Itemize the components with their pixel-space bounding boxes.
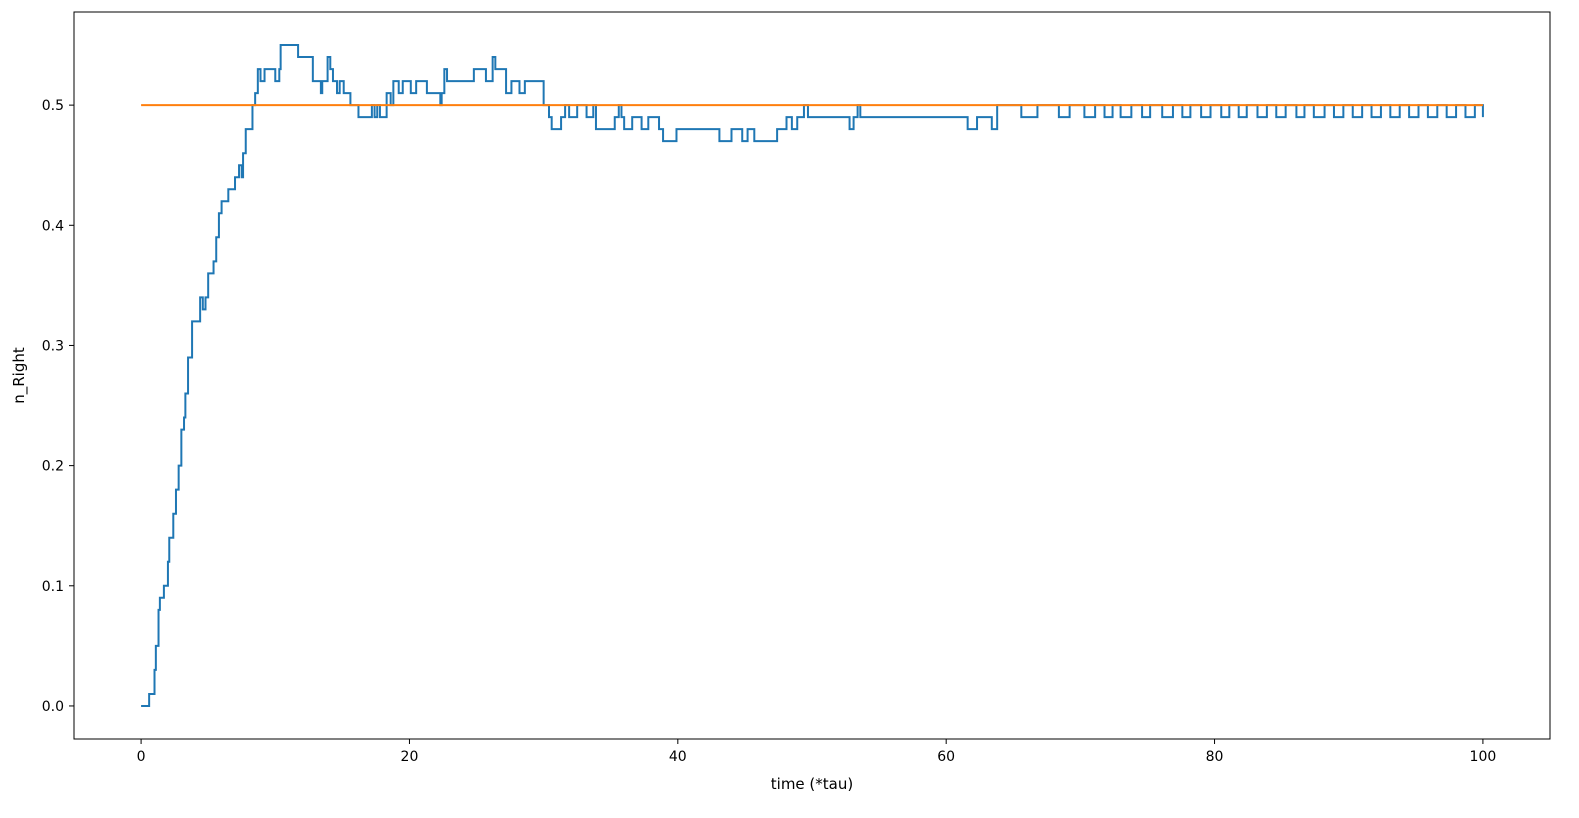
x-tick-label: 60	[937, 749, 955, 765]
x-tick-label: 0	[137, 749, 146, 765]
plot-frame	[73, 11, 1551, 740]
x-axis-label: time (*tau)	[771, 775, 853, 793]
x-tick-label: 80	[1206, 749, 1224, 765]
x-axis-ticks: 0 20 40 60 80 100	[137, 739, 1497, 765]
y-tick-label: 0.3	[42, 338, 64, 354]
y-tick-label: 0.4	[42, 218, 64, 234]
series-line-1	[141, 44, 1484, 707]
y-tick-label: 0.2	[42, 459, 64, 475]
x-tick-label: 100	[1470, 749, 1497, 765]
x-tick-label: 40	[669, 749, 687, 765]
series-layer	[141, 44, 1484, 707]
y-tick-label: 0.0	[42, 699, 64, 715]
y-axis-ticks: 0.0 0.1 0.2 0.3 0.4 0.5	[42, 98, 74, 715]
y-axis-label: n_Right	[10, 347, 29, 404]
x-tick-label: 20	[401, 749, 419, 765]
y-tick-label: 0.1	[42, 579, 64, 595]
y-tick-label: 0.5	[42, 98, 64, 114]
